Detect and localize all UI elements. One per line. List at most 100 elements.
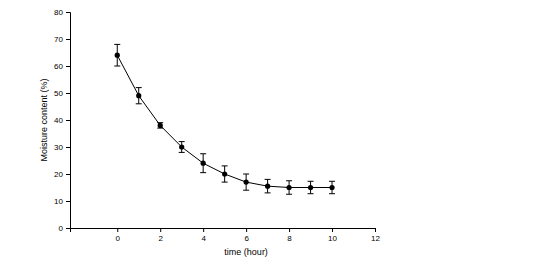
axis-line bbox=[66, 13, 71, 229]
chart: 0 2 4 6 8 10 12 0 10 20 30 40 50 60 70 80 time (hour) Moi… bbox=[0, 0, 551, 273]
data-point bbox=[158, 123, 163, 128]
error-bar bbox=[243, 174, 249, 190]
tick: 40 bbox=[54, 116, 70, 125]
tick-label: 4 bbox=[201, 234, 206, 243]
error-cap bbox=[136, 103, 142, 104]
tick-label: 8 bbox=[287, 234, 292, 243]
data-point bbox=[265, 184, 270, 189]
tick-mark bbox=[66, 66, 70, 67]
tick-label: 80 bbox=[54, 8, 63, 17]
tick: 10 bbox=[54, 197, 70, 206]
error-bar bbox=[179, 142, 185, 153]
error-cap bbox=[329, 181, 335, 182]
error-bar bbox=[157, 123, 163, 128]
tick-mark bbox=[332, 228, 333, 232]
error-bar bbox=[308, 181, 314, 193]
tick-mark bbox=[66, 201, 70, 202]
data-line bbox=[117, 55, 332, 187]
error-bar bbox=[286, 181, 292, 195]
marks bbox=[114, 44, 335, 194]
tick: 0 bbox=[59, 224, 70, 233]
tick: 6 bbox=[244, 228, 249, 243]
error-cap bbox=[243, 190, 249, 191]
tick-label: 0 bbox=[59, 224, 64, 233]
error-bar bbox=[114, 44, 120, 66]
data-point bbox=[286, 185, 291, 190]
y-axis: 0 10 20 30 40 50 60 70 80 bbox=[54, 8, 70, 233]
x-axis-title: time (hour) bbox=[224, 247, 268, 257]
tick-mark bbox=[203, 228, 204, 232]
error-cap bbox=[265, 179, 271, 180]
error-cap bbox=[243, 174, 249, 175]
data-point bbox=[201, 161, 206, 166]
data-point bbox=[244, 180, 249, 185]
tick: 10 bbox=[328, 228, 337, 243]
error-bar bbox=[136, 88, 142, 104]
tick: 30 bbox=[54, 143, 70, 152]
error-cap bbox=[179, 141, 185, 142]
error-cap bbox=[308, 193, 314, 194]
error-cap bbox=[286, 194, 292, 195]
axis-line bbox=[71, 229, 376, 233]
tick-mark bbox=[66, 147, 70, 148]
error-bar bbox=[200, 154, 206, 173]
tick-mark bbox=[117, 228, 118, 232]
y-axis-title: Moisture content (%) bbox=[39, 78, 49, 161]
error-bar bbox=[329, 181, 335, 193]
tick-mark bbox=[66, 120, 70, 121]
tick-mark bbox=[66, 12, 70, 13]
tick: 12 bbox=[371, 228, 380, 243]
tick: 80 bbox=[54, 8, 70, 17]
tick: 8 bbox=[287, 228, 292, 243]
error-cap bbox=[200, 153, 206, 154]
tick-label: 12 bbox=[371, 234, 380, 243]
tick: 50 bbox=[54, 89, 70, 98]
error-cap bbox=[114, 66, 120, 67]
tick-label: 70 bbox=[54, 35, 63, 44]
error-cap bbox=[222, 165, 228, 166]
tick-mark bbox=[66, 228, 70, 229]
data-point bbox=[136, 93, 141, 98]
tick-mark bbox=[66, 174, 70, 175]
tick: 4 bbox=[201, 228, 206, 243]
tick-label: 50 bbox=[54, 89, 63, 98]
error-cap bbox=[200, 172, 206, 173]
tick-mark bbox=[66, 39, 70, 40]
tick-mark bbox=[246, 228, 247, 232]
plot: 0 2 4 6 8 10 12 0 10 20 30 40 50 60 70 80 bbox=[54, 8, 380, 243]
tick: 2 bbox=[158, 228, 163, 243]
tick-mark bbox=[160, 228, 161, 232]
data-point bbox=[308, 185, 313, 190]
data-point bbox=[115, 53, 120, 58]
x-axis: 0 2 4 6 8 10 12 bbox=[71, 228, 381, 243]
tick-mark bbox=[375, 228, 376, 232]
tick-label: 30 bbox=[54, 143, 63, 152]
tick-label: 10 bbox=[328, 234, 337, 243]
data-point bbox=[329, 185, 334, 190]
error-cap bbox=[329, 193, 335, 194]
error-bar bbox=[222, 166, 228, 182]
error-cap bbox=[286, 180, 292, 181]
tick-label: 0 bbox=[116, 234, 121, 243]
tick-label: 2 bbox=[158, 234, 163, 243]
error-cap bbox=[222, 182, 228, 183]
tick-label: 60 bbox=[54, 62, 63, 71]
error-cap bbox=[136, 87, 142, 88]
tick-label: 40 bbox=[54, 116, 63, 125]
data-point bbox=[222, 171, 227, 176]
tick: 60 bbox=[54, 62, 70, 71]
error-cap bbox=[265, 192, 271, 193]
data-point bbox=[179, 144, 184, 149]
tick-label: 20 bbox=[54, 170, 63, 179]
error-cap bbox=[114, 44, 120, 45]
tick-mark bbox=[289, 228, 290, 232]
error-cap bbox=[308, 181, 314, 182]
error-cap bbox=[179, 152, 185, 153]
tick-label: 10 bbox=[54, 197, 63, 206]
tick-label: 6 bbox=[244, 234, 249, 243]
tick: 20 bbox=[54, 170, 70, 179]
error-bar bbox=[265, 179, 271, 193]
tick: 0 bbox=[116, 228, 121, 243]
tick-mark bbox=[66, 93, 70, 94]
tick: 70 bbox=[54, 35, 70, 44]
